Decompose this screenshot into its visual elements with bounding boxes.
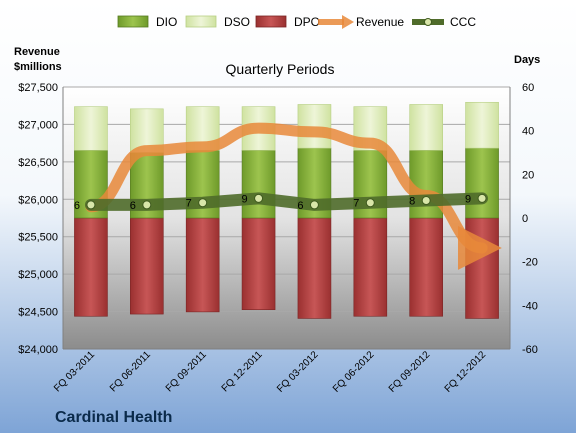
ccc-marker	[198, 198, 208, 208]
legend-swatch-dio	[117, 15, 149, 28]
left-tick-label: $24,000	[18, 344, 58, 356]
ccc-marker	[421, 196, 431, 206]
left-tick-label: $27,000	[18, 119, 58, 131]
bar-dpo	[465, 217, 499, 319]
bar-dpo	[353, 217, 388, 317]
left-axis-label-line2: $millions	[14, 61, 62, 73]
bar-dso	[465, 101, 499, 149]
ccc-marker	[309, 200, 319, 210]
bar-dso	[409, 104, 443, 151]
right-tick-label: -20	[522, 257, 538, 269]
ccc-data-label: 7	[353, 198, 359, 210]
ccc-data-label: 6	[130, 200, 136, 212]
bar-dio	[465, 147, 499, 219]
ccc-marker	[254, 193, 264, 203]
right-tick-label: 0	[522, 213, 528, 225]
legend-swatch-ccc-marker	[424, 18, 432, 26]
bar-dso	[74, 106, 108, 151]
left-tick-label: $27,500	[18, 82, 58, 94]
ccc-marker	[365, 198, 375, 208]
left-tick-label: $24,500	[18, 307, 58, 319]
ccc-data-label: 7	[186, 198, 192, 210]
ccc-line	[84, 192, 489, 211]
bar-dpo	[130, 217, 164, 315]
right-tick-label: 40	[522, 126, 534, 138]
left-tick-label: $26,000	[18, 194, 58, 206]
right-tick-label: -40	[522, 300, 538, 312]
right-tick-label: -60	[522, 344, 538, 356]
left-tick-label: $25,500	[18, 232, 58, 244]
bar-dio	[241, 150, 276, 219]
bar-dpo	[409, 217, 443, 317]
legend-label-dio: DIO	[156, 15, 177, 29]
ccc-data-label: 8	[409, 196, 415, 208]
ccc-data-label: 9	[465, 193, 471, 205]
chart-title: Quarterly Periods	[226, 61, 335, 77]
legend-swatch-dpo	[255, 15, 287, 28]
ccc-marker	[142, 200, 152, 210]
left-tick-label: $26,500	[18, 157, 58, 169]
bar-dpo	[74, 217, 108, 317]
lines-group: 6 6 7 9 6 7 8 9	[74, 122, 502, 270]
legend-label-dso: DSO	[224, 15, 250, 29]
right-tick-label: 60	[522, 82, 534, 94]
bars-group	[74, 101, 499, 319]
ccc-data-label: 6	[74, 200, 80, 212]
ccc-marker	[86, 200, 96, 210]
left-axis-label-line1: Revenue	[14, 46, 60, 58]
legend-swatch-dso	[185, 15, 217, 28]
ccc-data-label: 6	[297, 200, 303, 212]
ccc-data-label: 9	[242, 193, 248, 205]
company-name: Cardinal Health	[55, 409, 172, 426]
legend-label-revenue: Revenue	[356, 15, 404, 29]
ccc-marker	[477, 193, 487, 203]
left-tick-label: $25,000	[18, 269, 58, 281]
legend-swatch-revenue-head	[342, 15, 354, 29]
legend-label-ccc: CCC	[450, 15, 476, 29]
bar-dpo	[297, 217, 332, 319]
bar-dio	[409, 150, 443, 219]
legend-label-dpo: DPO	[294, 15, 320, 29]
right-tick-label: 20	[522, 169, 534, 181]
legend: DIO DSO DPO Revenue CCC	[117, 15, 476, 29]
bar-dpo	[241, 217, 276, 310]
bar-dpo	[185, 217, 220, 313]
right-axis-label: Days	[514, 54, 540, 66]
